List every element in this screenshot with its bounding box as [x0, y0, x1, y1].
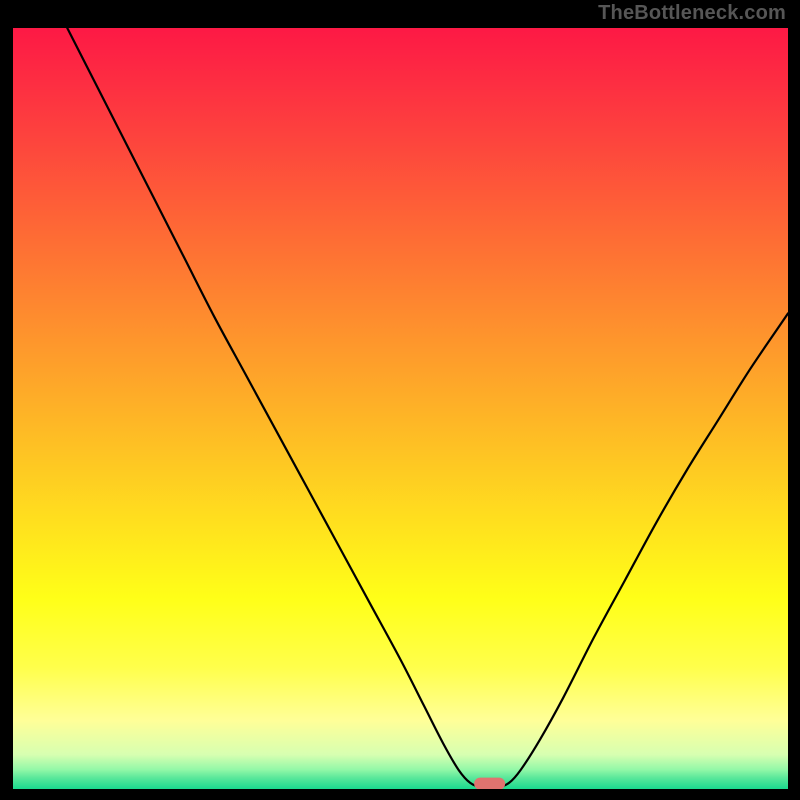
- chart-container: TheBottleneck.com: [0, 0, 800, 800]
- frame-bottom: [0, 789, 800, 800]
- optimal-marker: [474, 778, 505, 789]
- watermark-text: TheBottleneck.com: [598, 2, 786, 25]
- bottleneck-chart: [13, 28, 788, 789]
- frame-left: [0, 0, 13, 800]
- chart-background: [13, 28, 788, 789]
- frame-right: [788, 0, 800, 800]
